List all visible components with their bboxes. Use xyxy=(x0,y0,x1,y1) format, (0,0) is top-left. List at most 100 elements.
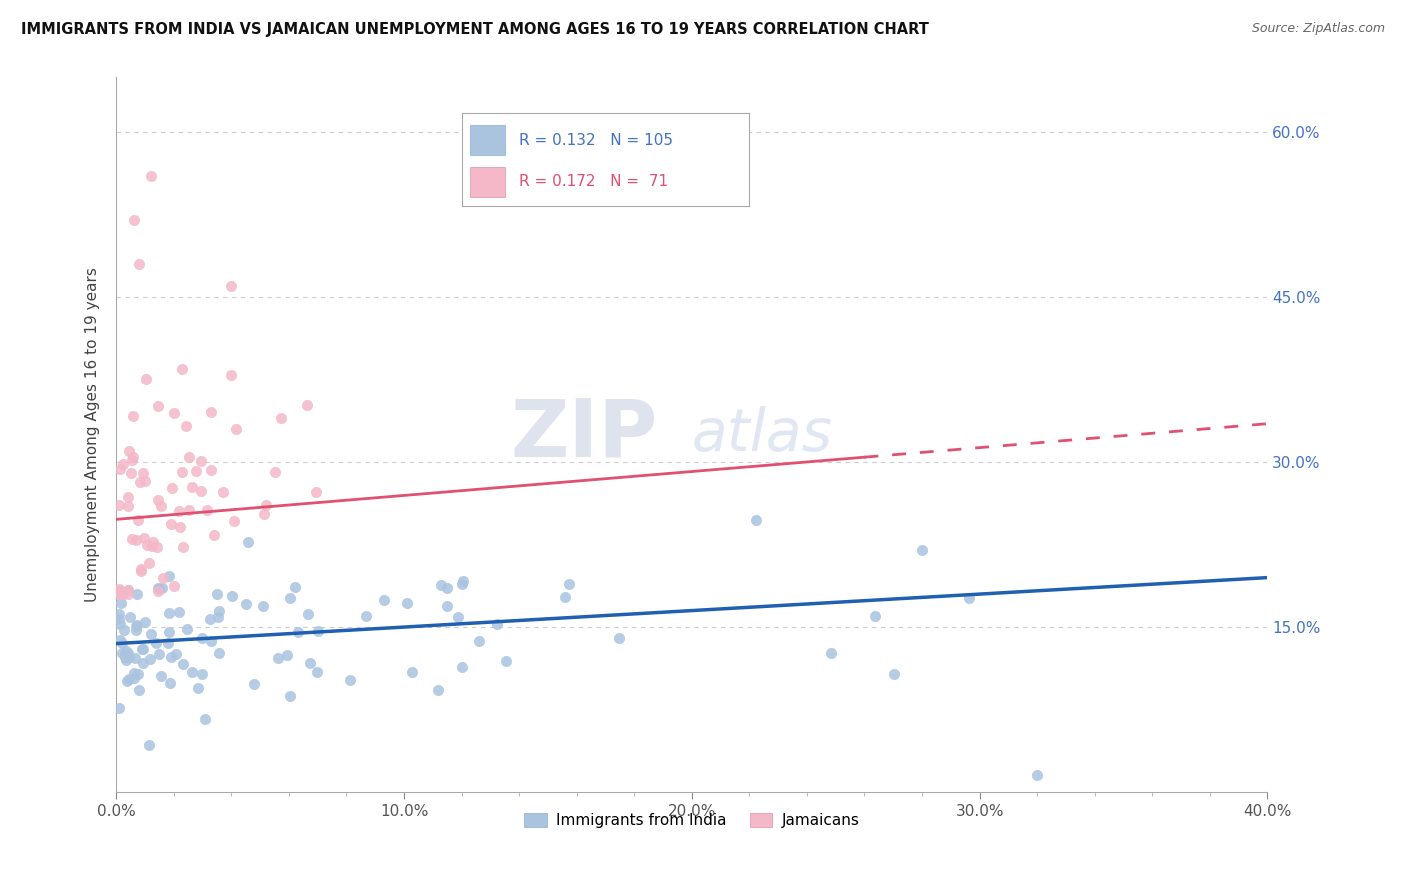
Point xyxy=(127,513,149,527)
Point xyxy=(451,660,474,674)
Point xyxy=(118,610,141,624)
Point xyxy=(128,257,150,271)
Point xyxy=(170,361,193,376)
Point xyxy=(139,169,162,184)
Y-axis label: Unemployment Among Ages 16 to 19 years: Unemployment Among Ages 16 to 19 years xyxy=(86,268,100,602)
Point xyxy=(221,589,243,603)
Point xyxy=(181,480,204,494)
Point xyxy=(150,669,173,683)
Point xyxy=(150,581,173,595)
Point xyxy=(129,562,152,576)
Point xyxy=(447,610,470,624)
Text: ZIP: ZIP xyxy=(510,396,657,474)
Point xyxy=(121,409,143,424)
Point xyxy=(156,636,179,650)
Point xyxy=(264,465,287,479)
Point xyxy=(131,642,153,657)
Point xyxy=(108,583,131,598)
Point xyxy=(468,634,491,648)
Point xyxy=(254,499,277,513)
Point xyxy=(395,596,418,610)
Point xyxy=(745,513,768,527)
Point xyxy=(211,484,233,499)
Point xyxy=(110,587,132,601)
Point xyxy=(820,646,842,660)
Point xyxy=(157,607,180,621)
Point xyxy=(401,665,423,679)
Point xyxy=(108,587,131,601)
Point xyxy=(118,673,141,687)
Point xyxy=(200,633,222,648)
Text: IMMIGRANTS FROM INDIA VS JAMAICAN UNEMPLOYMENT AMONG AGES 16 TO 19 YEARS CORRELA: IMMIGRANTS FROM INDIA VS JAMAICAN UNEMPL… xyxy=(21,22,929,37)
Point xyxy=(172,466,194,480)
Point xyxy=(114,648,136,662)
Point xyxy=(108,701,131,715)
Point xyxy=(122,213,145,227)
Point xyxy=(485,617,508,632)
Point xyxy=(200,404,222,418)
Point xyxy=(115,653,138,667)
Point xyxy=(278,591,301,606)
Point xyxy=(169,520,191,534)
Point xyxy=(207,609,229,624)
Point xyxy=(111,457,134,471)
Point xyxy=(295,398,318,412)
Point xyxy=(195,502,218,516)
Point xyxy=(134,531,156,545)
Point xyxy=(177,503,200,517)
Point xyxy=(177,450,200,464)
Point xyxy=(138,738,160,752)
Point xyxy=(117,582,139,597)
Point xyxy=(198,612,221,626)
Point xyxy=(167,605,190,619)
Point xyxy=(152,571,174,585)
Point xyxy=(221,279,243,293)
Point xyxy=(115,674,138,689)
Point xyxy=(111,587,134,601)
Point xyxy=(111,646,134,660)
Point xyxy=(121,532,143,546)
Point xyxy=(146,493,169,508)
Point xyxy=(200,462,222,476)
Point xyxy=(172,657,194,671)
Point xyxy=(129,475,152,489)
Point xyxy=(118,443,141,458)
Point xyxy=(108,617,131,632)
Point xyxy=(112,624,135,638)
Point xyxy=(176,623,198,637)
Point xyxy=(117,650,139,665)
Point xyxy=(157,625,180,640)
Point xyxy=(127,617,149,632)
Point xyxy=(270,410,292,425)
Point xyxy=(429,578,451,592)
Point xyxy=(146,541,169,555)
Point xyxy=(159,676,181,690)
Point xyxy=(108,582,131,596)
Point xyxy=(252,599,274,613)
Point xyxy=(121,453,143,467)
Point xyxy=(219,368,242,383)
Point xyxy=(194,712,217,726)
Point xyxy=(427,682,450,697)
Point xyxy=(297,607,319,622)
Point xyxy=(883,667,905,681)
Point xyxy=(222,514,245,528)
Point xyxy=(127,666,149,681)
Point xyxy=(163,579,186,593)
Point xyxy=(284,581,307,595)
Point xyxy=(205,587,228,601)
Point xyxy=(148,582,170,596)
Point xyxy=(138,652,160,666)
Point xyxy=(276,648,298,663)
Point xyxy=(863,609,886,624)
Point xyxy=(957,591,980,606)
Point xyxy=(181,665,204,679)
Point xyxy=(354,609,377,624)
Point xyxy=(118,650,141,665)
Point xyxy=(141,627,163,641)
Point xyxy=(120,466,142,480)
Point xyxy=(1026,768,1049,782)
Point xyxy=(339,673,361,688)
Point xyxy=(108,607,131,621)
Point xyxy=(117,587,139,601)
